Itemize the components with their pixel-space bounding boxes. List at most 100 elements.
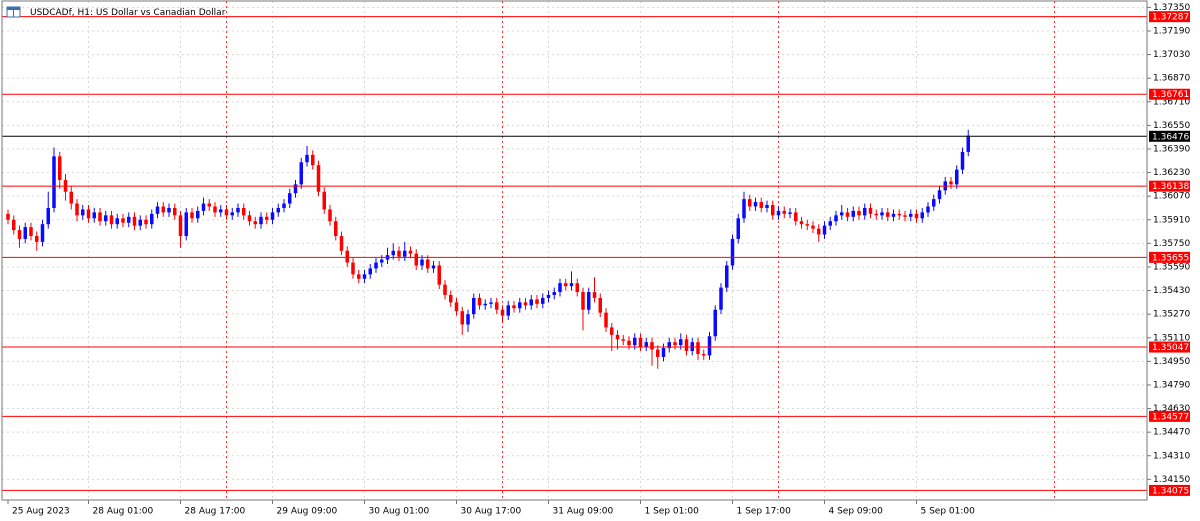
candle-body [305, 154, 309, 163]
candle-body [293, 184, 298, 194]
x-tick-label: 5 Sep 01:00 [921, 507, 976, 517]
candle-body [288, 193, 292, 204]
level-layer [2, 16, 1147, 491]
candle-body [765, 205, 769, 208]
candle-layer [6, 129, 970, 369]
candle-body [759, 202, 763, 208]
y-tick-label: 1.36230 [1153, 168, 1190, 178]
candle-body [460, 311, 464, 325]
candle-body [707, 336, 712, 356]
y-tick-label: 1.36870 [1153, 74, 1190, 84]
candle-body [35, 235, 39, 242]
candle-body [374, 262, 378, 269]
candle-body [903, 215, 907, 217]
candle-body [167, 207, 171, 213]
candle-body [397, 250, 401, 257]
candle-body [799, 221, 804, 225]
candle-body [138, 219, 142, 226]
candle-body [851, 210, 855, 217]
level-label: 1.37287 [1152, 13, 1189, 23]
candle-body [69, 191, 73, 204]
candle-body [115, 218, 119, 225]
candle-body [236, 207, 240, 213]
candle-body [431, 265, 436, 269]
last-price-tag [1149, 130, 1190, 142]
candle-body [615, 334, 620, 340]
candle-body [443, 284, 447, 295]
x-tick-label: 31 Aug 09:00 [553, 507, 614, 517]
candle-body [730, 238, 735, 266]
candle-body [201, 203, 206, 211]
tag-layer: 1.37287 1.36761 1.36138 1.35655 1.35047 1.345… [1149, 11, 1190, 496]
candle-body [857, 210, 861, 216]
candle-body [736, 218, 740, 239]
candle-body [782, 210, 786, 214]
candle-body [81, 209, 85, 216]
candle-body [121, 218, 125, 223]
candle-body [966, 135, 970, 152]
candle-body [955, 169, 959, 185]
candle-body [161, 206, 165, 213]
candle-body [299, 162, 303, 185]
candle-body [592, 292, 597, 298]
x-tick-label: 30 Aug 01:00 [369, 507, 430, 517]
candle-body [679, 339, 683, 346]
candle-body [403, 250, 407, 257]
candle-body [276, 207, 280, 213]
candle-body [748, 199, 752, 207]
candle-body [776, 210, 781, 216]
candle-body [207, 203, 211, 207]
candle-body [17, 230, 22, 239]
level-label: 1.36138 [1152, 182, 1189, 192]
candle-body [650, 342, 654, 350]
candle-body [713, 309, 717, 337]
candle-body [173, 207, 177, 216]
candle-body [702, 353, 706, 356]
x-tick-label: 28 Aug 17:00 [185, 507, 246, 517]
candle-body [345, 250, 349, 263]
candle-body [638, 337, 643, 347]
candle-body [351, 262, 355, 275]
level-tag [1149, 410, 1190, 422]
x-tick-label: 29 Aug 09:00 [277, 507, 338, 517]
x-tick-label: 1 Sep 17:00 [737, 507, 792, 517]
x-tick-label: 1 Sep 01:00 [645, 507, 700, 517]
candle-body [541, 297, 545, 304]
candle-body [253, 221, 257, 225]
x-tick-label: 30 Aug 17:00 [461, 507, 522, 517]
candle-body [316, 165, 321, 192]
candle-body [322, 191, 326, 210]
candle-body [575, 283, 579, 293]
y-tick-label: 1.37190 [1153, 26, 1190, 36]
candle-body [12, 219, 16, 231]
candle-body [178, 215, 183, 236]
candle-body [633, 337, 637, 346]
candle-body [587, 292, 591, 310]
candle-body [75, 203, 79, 216]
candle-body [29, 227, 33, 236]
candle-body [529, 299, 533, 306]
candle-body [150, 213, 154, 225]
candle-body [811, 225, 815, 229]
level-label: 1.34577 [1152, 412, 1189, 422]
level-tag [1149, 88, 1190, 100]
candle-body [500, 309, 505, 316]
candle-body [725, 265, 729, 288]
candle-body [58, 156, 62, 180]
candle-body [914, 213, 919, 219]
candle-body [477, 297, 482, 306]
y-tick-label: 1.37030 [1153, 50, 1190, 60]
candle-body [719, 287, 723, 310]
candle-body [604, 312, 608, 328]
candle-body [845, 212, 850, 217]
candle-body [868, 207, 873, 214]
candle-body [897, 213, 901, 216]
y-tick-label: 1.35430 [1153, 286, 1190, 296]
level-label: 1.35047 [1152, 343, 1189, 353]
candle-body [667, 342, 671, 349]
candle-body [535, 299, 539, 304]
candle-body [449, 294, 453, 303]
y-tick-label: 1.34790 [1153, 380, 1190, 390]
